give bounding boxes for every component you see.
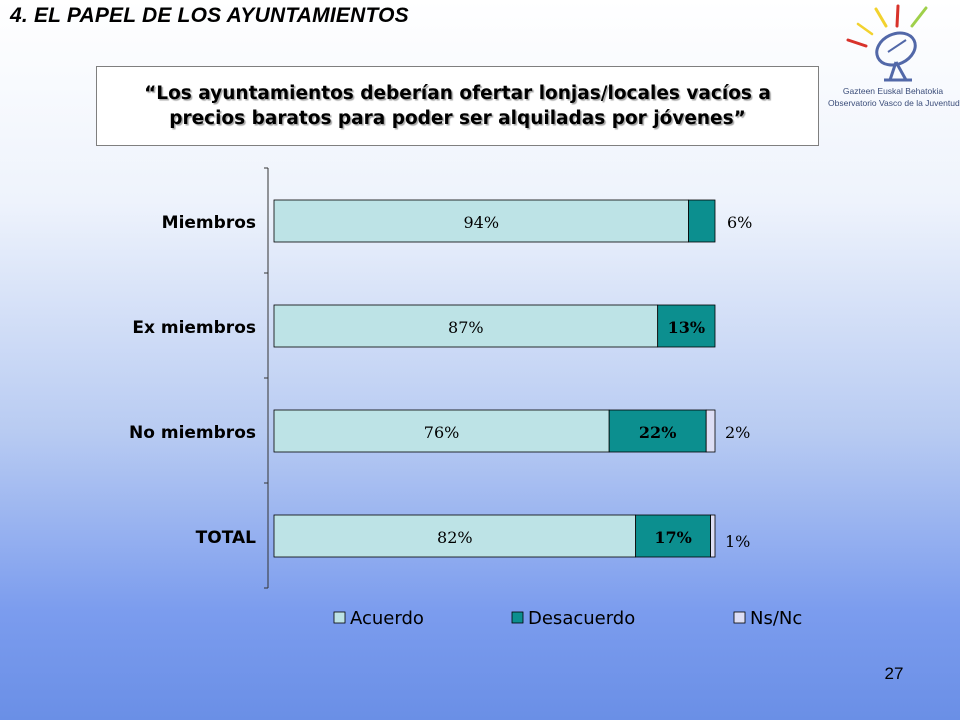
- category-label: No miembros: [129, 423, 256, 443]
- section-title: 4. EL PAPEL DE LOS AYUNTAMIENTOS: [10, 4, 409, 27]
- bar-segment-acuerdo: [273, 514, 637, 558]
- legend-label: Acuerdo: [350, 608, 424, 629]
- bar-segment-desacuerdo: [608, 409, 707, 453]
- bar-segment-acuerdo: [273, 409, 610, 453]
- page-number: 27: [884, 664, 904, 683]
- data-label: 1%: [725, 532, 750, 551]
- category-label: Ex miembros: [132, 318, 256, 338]
- data-label: 22%: [639, 423, 676, 442]
- logo-text-spanish: Observatorio Vasco de la Juventud: [828, 98, 960, 108]
- legend-swatch: [511, 611, 524, 624]
- bar-segment-acuerdo: [273, 304, 659, 348]
- legend-label: Ns/Nc: [750, 608, 802, 629]
- bar-segment-acuerdo: [273, 199, 689, 243]
- legend-swatch: [733, 611, 746, 624]
- data-label: 6%: [727, 213, 752, 232]
- data-label: 76%: [424, 423, 460, 442]
- bar-segment-desacuerdo: [688, 199, 716, 243]
- data-label: 94%: [463, 213, 499, 232]
- bar-segment-ns-nc: [705, 409, 716, 453]
- data-label: 17%: [654, 528, 691, 547]
- category-label: Miembros: [162, 213, 256, 233]
- data-label: 13%: [668, 318, 705, 337]
- observatory-logo: Gazteen Euskal Behatokia Observatorio Va…: [828, 4, 960, 114]
- logo-text-basque: Gazteen Euskal Behatokia: [842, 86, 944, 96]
- bar-segment-desacuerdo: [657, 304, 716, 348]
- bar-segment-ns-nc: [710, 514, 716, 558]
- data-label: 2%: [725, 423, 750, 442]
- data-label: 87%: [448, 318, 484, 337]
- bar-segment-desacuerdo: [635, 514, 711, 558]
- legend-swatch: [333, 611, 346, 624]
- data-label: 82%: [437, 528, 473, 547]
- survey-question-box: “Los ayuntamientos deberían ofertar lonj…: [96, 66, 819, 146]
- category-label: TOTAL: [196, 528, 256, 548]
- satellite-dish-icon: [846, 4, 928, 82]
- survey-question: “Los ayuntamientos deberían ofertar lonj…: [144, 83, 771, 129]
- legend-label: Desacuerdo: [528, 608, 635, 629]
